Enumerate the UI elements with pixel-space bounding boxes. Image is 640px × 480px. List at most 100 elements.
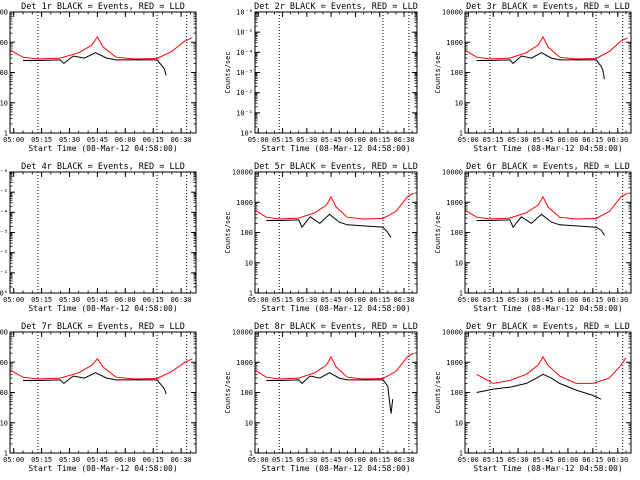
x-tick-label: 06:30 [607, 136, 628, 144]
panel-title: Det 7r BLACK = Events, RED = LLD [21, 322, 185, 332]
x-tick-label: 06:00 [557, 136, 578, 144]
x-tick-label: 05:45 [321, 456, 342, 464]
panel-1: Det 1r BLACK = Events, RED = LLD 1 10 100 10… [0, 2, 197, 153]
x-tick-label: 05:45 [87, 296, 108, 304]
x-tick-label: 06:00 [345, 456, 366, 464]
x-tick-label: 06:30 [394, 136, 415, 144]
lld-series-line [254, 352, 415, 380]
y-tick-label: 1 [459, 450, 463, 458]
y-tick-label: 100 [450, 69, 463, 77]
y-tick-label: 10⁻⁵ [0, 189, 8, 197]
x-tick-label: 06:15 [582, 456, 603, 464]
x-tick-label: 06:30 [171, 456, 192, 464]
events-series-line [266, 213, 392, 238]
x-tick-label: 05:30 [508, 296, 529, 304]
x-tick-label: 05:30 [59, 136, 80, 144]
x-tick-label: 05:15 [483, 296, 504, 304]
y-axis-label: Counts/sec [224, 51, 232, 93]
x-tick-label: 05:15 [272, 296, 293, 304]
x-tick-label: 05:45 [532, 456, 553, 464]
y-tick-label: 10⁻¹ [0, 269, 8, 277]
panel-2: Det 2r BLACK = Events, RED = LLD 10⁰ 10⁻¹ 1… [224, 2, 418, 153]
x-axis-label: Start Time (08-Mar-12 04:58:00) [473, 144, 622, 153]
x-tick-label: 06:00 [115, 456, 136, 464]
panel-title: Det 4r BLACK = Events, RED = LLD [21, 162, 185, 172]
x-axis-label: Start Time (08-Mar-12 04:58:00) [261, 144, 410, 153]
x-tick-label: 06:15 [369, 296, 390, 304]
x-tick-label: 05:45 [532, 296, 553, 304]
panel-title: Det 8r BLACK = Events, RED = LLD [254, 322, 418, 332]
x-axis-label: Start Time (08-Mar-12 04:58:00) [28, 464, 177, 473]
x-tick-label: 06:30 [394, 456, 415, 464]
x-tick-label: 06:00 [115, 296, 136, 304]
y-tick-label: 10 [455, 99, 463, 107]
panel-title: Det 5r BLACK = Events, RED = LLD [254, 162, 418, 172]
lld-series-line [464, 35, 628, 60]
y-tick-label: 10 [455, 419, 463, 427]
x-tick-label: 06:00 [557, 456, 578, 464]
y-tick-label: 1000 [236, 199, 253, 207]
y-tick-label: 10⁻⁴ [0, 209, 8, 217]
x-tick-label: 05:45 [87, 136, 108, 144]
x-tick-label: 05:00 [3, 136, 24, 144]
y-tick-label: 1 [459, 290, 463, 298]
x-tick-label: 05:15 [31, 456, 52, 464]
x-tick-label: 06:30 [394, 296, 415, 304]
y-tick-label: 10 [0, 99, 8, 107]
x-tick-label: 06:30 [171, 136, 192, 144]
events-series-line [476, 373, 602, 400]
y-tick-label: 10⁰ [0, 290, 8, 298]
y-tick-label: 1000 [236, 359, 253, 367]
panel-title: Det 3r BLACK = Events, RED = LLD [466, 2, 630, 12]
x-tick-label: 05:00 [458, 136, 479, 144]
y-axis-label: Counts/sec [434, 51, 442, 93]
events-series-line [266, 372, 394, 414]
x-axis-label: Start Time (08-Mar-12 04:58:00) [473, 464, 622, 473]
y-tick-label: 10⁻⁴ [236, 49, 253, 57]
x-tick-label: 05:45 [532, 136, 553, 144]
lld-series-line [9, 357, 193, 380]
x-axis-label: Start Time (08-Mar-12 04:58:00) [28, 144, 177, 153]
y-tick-label: 100 [240, 229, 253, 237]
x-tick-label: 05:30 [296, 296, 317, 304]
panel-7: Det 7r BLACK = Events, RED = LLD 1 10 100 10… [0, 322, 197, 473]
y-tick-label: 10⁻¹ [236, 109, 253, 117]
y-tick-label: 10⁻² [0, 249, 8, 257]
y-axis-label: Counts/sec [224, 371, 232, 413]
y-axis-label: Counts/sec [224, 211, 232, 253]
y-tick-label: 10 [245, 419, 253, 427]
x-tick-label: 05:30 [296, 136, 317, 144]
y-tick-label: 1 [249, 450, 253, 458]
y-tick-label: 10000 [0, 329, 8, 337]
y-tick-label: 1000 [446, 199, 463, 207]
x-tick-label: 06:30 [607, 456, 628, 464]
y-tick-label: 1000 [446, 39, 463, 47]
y-tick-label: 1 [4, 450, 8, 458]
x-tick-label: 05:00 [248, 456, 269, 464]
x-tick-label: 05:30 [508, 136, 529, 144]
panel-title: Det 1r BLACK = Events, RED = LLD [21, 2, 185, 12]
y-tick-label: 10⁻³ [236, 69, 253, 77]
y-tick-label: 10⁻⁶ [236, 9, 253, 17]
y-tick-label: 100 [0, 389, 8, 397]
panel-3: Det 3r BLACK = Events, RED = LLD 1 10 100 10… [434, 2, 632, 153]
y-tick-label: 10⁰ [240, 130, 253, 138]
y-tick-label: 10⁻⁶ [0, 169, 8, 177]
x-tick-label: 05:45 [87, 456, 108, 464]
x-tick-label: 05:00 [458, 296, 479, 304]
lld-series-line [9, 35, 193, 60]
events-series-line [23, 52, 167, 76]
y-tick-label: 1000 [0, 359, 8, 367]
y-tick-label: 10000 [442, 9, 463, 17]
x-axis-label: Start Time (08-Mar-12 04:58:00) [261, 304, 410, 313]
y-tick-label: 1 [459, 130, 463, 138]
x-tick-label: 06:30 [607, 296, 628, 304]
y-axis-label: Counts/sec [434, 211, 442, 253]
y-tick-label: 10 [455, 259, 463, 267]
y-tick-label: 10000 [232, 329, 253, 337]
y-tick-label: 10000 [442, 169, 463, 177]
events-series-line [476, 213, 605, 236]
y-tick-label: 10 [245, 259, 253, 267]
y-tick-label: 10000 [442, 329, 463, 337]
x-tick-label: 05:15 [272, 456, 293, 464]
